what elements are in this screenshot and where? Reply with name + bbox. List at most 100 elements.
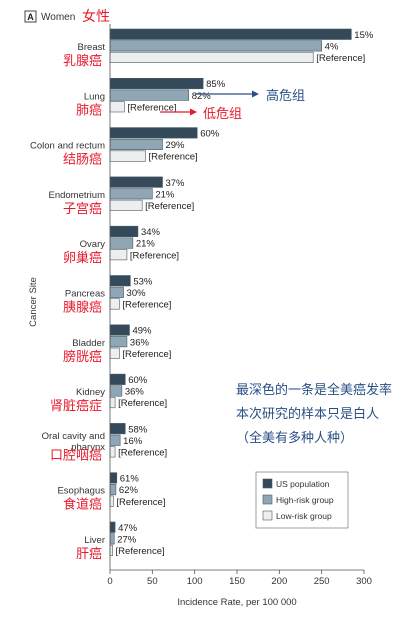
x-tick-label: 300 xyxy=(356,576,372,587)
value-label: 49% xyxy=(132,326,152,337)
category-label: Lung xyxy=(84,91,105,102)
bar-low-risk xyxy=(109,101,125,113)
category-label-zh: 食道癌 xyxy=(63,497,102,512)
category-label: Bladder xyxy=(72,338,105,349)
bar-high-risk xyxy=(109,385,123,397)
high-risk-arrow xyxy=(195,90,259,98)
reference-label: [Reference] xyxy=(116,497,165,508)
bar-us xyxy=(109,521,116,533)
value-label: 60% xyxy=(128,375,148,386)
bar-us xyxy=(109,423,126,435)
bar-us xyxy=(109,373,126,385)
category-label: Oral cavity and xyxy=(42,431,105,442)
legend-swatch xyxy=(262,510,273,521)
bar-high-risk xyxy=(109,89,190,101)
note-line-1: 最深色的一条是全美癌发率 xyxy=(236,382,392,397)
value-label: 21% xyxy=(136,239,156,250)
panel-header: A Women 女性 xyxy=(24,8,110,24)
x-tick-label: 200 xyxy=(271,576,287,587)
category-label: Kidney xyxy=(76,387,105,398)
value-label: 27% xyxy=(117,535,137,546)
value-label: 36% xyxy=(125,387,145,398)
legend-label: High-risk group xyxy=(276,495,334,505)
value-label: 60% xyxy=(200,129,220,140)
bar-high-risk xyxy=(109,188,153,200)
value-label: 82% xyxy=(192,91,212,102)
value-label: 36% xyxy=(130,337,150,348)
category-group: 58%16%[Reference] Oral cavity andpharynx口… xyxy=(42,423,167,462)
value-label: 85% xyxy=(206,79,226,90)
reference-label: [Reference] xyxy=(149,152,198,163)
category-label: Colon and rectum xyxy=(30,141,105,152)
bar-high-risk xyxy=(109,336,128,348)
value-label: 62% xyxy=(119,485,139,496)
bar-high-risk xyxy=(109,40,322,52)
value-label: 4% xyxy=(325,42,339,53)
value-label: 34% xyxy=(141,227,161,238)
category-label: Endometrium xyxy=(49,190,106,201)
category-label-zh: 肺癌 xyxy=(76,102,102,117)
legend-swatch xyxy=(262,494,273,505)
reference-label: [Reference] xyxy=(145,201,194,212)
panel-title: Women xyxy=(41,12,75,23)
bar-high-risk xyxy=(109,237,134,249)
value-label: 58% xyxy=(128,424,148,435)
note-line-2: 本次研究的样本只是白人 xyxy=(236,406,379,421)
reference-label: [Reference] xyxy=(316,53,365,64)
low-risk-annotation: 低危组 xyxy=(203,106,242,121)
reference-label: [Reference] xyxy=(122,300,171,311)
x-tick-label: 50 xyxy=(147,576,158,587)
reference-label: [Reference] xyxy=(130,250,179,261)
reference-label: [Reference] xyxy=(122,349,171,360)
legend-label: US population xyxy=(276,479,330,489)
bar-high-risk xyxy=(109,434,121,446)
category-label: Esophagus xyxy=(57,486,105,497)
value-label: 37% xyxy=(165,178,185,189)
bar-us xyxy=(109,275,131,287)
bar-low-risk xyxy=(109,249,128,261)
bar-high-risk xyxy=(109,483,117,496)
category-label-zh: 肾脏癌症 xyxy=(50,398,102,413)
bar-low-risk xyxy=(109,446,116,458)
category-label: Liver xyxy=(84,535,105,546)
bar-low-risk xyxy=(109,495,114,507)
value-label: 30% xyxy=(127,288,147,299)
category-label-zh: 口腔咽癌 xyxy=(50,447,102,462)
category-label-zh: 子宫癌 xyxy=(63,201,102,216)
y-axis-title: Cancer Site xyxy=(28,277,39,327)
reference-label: [Reference] xyxy=(116,546,165,557)
category-label-zh: 卵巢癌 xyxy=(63,250,102,265)
x-axis-title: Incidence Rate, per 100 000 xyxy=(177,597,296,608)
legend-swatch xyxy=(262,478,273,489)
value-label: 16% xyxy=(123,436,143,447)
panel-letter-box xyxy=(24,10,37,23)
legend-label: Low-risk group xyxy=(276,511,332,521)
value-label: 53% xyxy=(133,276,153,287)
bar-us xyxy=(109,176,163,188)
value-label: 61% xyxy=(120,474,140,485)
annotations: 高危组 低危组 xyxy=(160,88,305,121)
category-label-zh: 膀胱癌 xyxy=(63,349,102,364)
category-label-zh: 乳腺癌 xyxy=(63,53,102,68)
x-tick-label: 100 xyxy=(187,576,203,587)
bar-low-risk xyxy=(109,150,146,162)
high-risk-annotation: 高危组 xyxy=(266,88,305,103)
category-label: Breast xyxy=(78,42,106,53)
value-label: 47% xyxy=(118,523,138,534)
category-label: Ovary xyxy=(80,239,106,250)
category-label: Pancreas xyxy=(65,289,105,300)
bar-high-risk xyxy=(109,533,115,545)
panel-letter: A xyxy=(27,12,34,22)
bar-us xyxy=(109,324,130,336)
category-label: pharynx xyxy=(71,442,105,453)
value-label: 29% xyxy=(165,140,185,151)
reference-label: [Reference] xyxy=(127,102,176,113)
